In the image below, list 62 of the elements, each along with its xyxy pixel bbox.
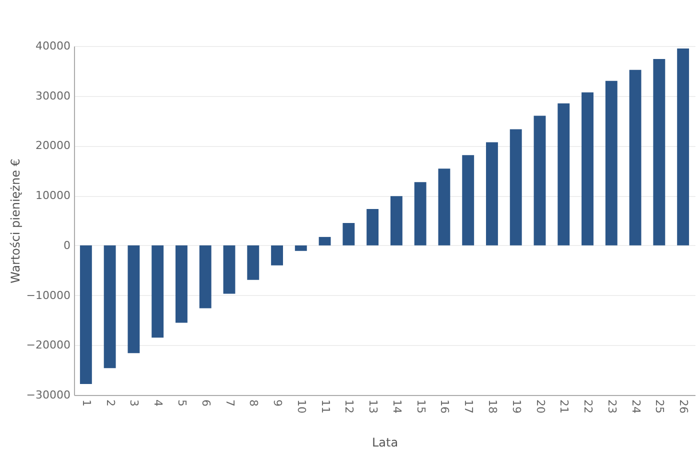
x-tick-label: 19 <box>510 400 523 414</box>
bar <box>318 236 331 246</box>
x-tick-label: 3 <box>128 400 141 406</box>
bar <box>677 48 690 246</box>
bar <box>104 245 116 368</box>
y-tick-label: 10000 <box>36 189 70 202</box>
bar <box>294 245 307 251</box>
x-tick-label: 4 <box>152 400 165 406</box>
x-tick-label: 16 <box>438 400 452 414</box>
y-tick-label: 0 <box>64 238 70 252</box>
bar <box>605 80 618 246</box>
x-tick-label: 11 <box>318 400 332 414</box>
x-tick-label: 18 <box>486 400 499 414</box>
y-tick-label: −20000 <box>26 338 70 352</box>
bar <box>558 103 570 246</box>
x-tick-label: 7 <box>223 400 236 406</box>
bar <box>176 245 188 323</box>
bar <box>199 245 212 308</box>
bar <box>247 245 260 280</box>
y-tick-label: 30000 <box>36 89 70 102</box>
bar <box>271 245 283 266</box>
bar <box>510 129 522 246</box>
bar <box>486 142 498 246</box>
bar <box>462 155 474 246</box>
x-tick-label: 2 <box>104 400 117 406</box>
x-tick-label: 9 <box>271 400 284 406</box>
x-tick-label: 1 <box>80 400 93 406</box>
x-tick-label: 13 <box>366 400 380 414</box>
y-tick-label: 20000 <box>36 139 70 152</box>
bar <box>629 70 642 246</box>
bar <box>128 245 140 354</box>
x-tick-label: 8 <box>247 400 260 406</box>
y-tick-label: 40000 <box>36 40 70 52</box>
x-tick-label: 20 <box>534 400 547 414</box>
x-tick-label: 10 <box>294 400 308 414</box>
x-axis-title: Lata <box>372 435 398 450</box>
x-tick-label: 25 <box>653 400 666 414</box>
x-tick-label: 6 <box>199 400 212 406</box>
bar <box>534 116 546 246</box>
x-tick-label: 21 <box>558 400 571 414</box>
bar <box>366 209 379 246</box>
x-tick-label: 23 <box>605 400 618 414</box>
y-tick-label: −30000 <box>26 388 70 402</box>
bar <box>390 196 402 246</box>
bar <box>438 168 450 246</box>
bar <box>223 245 236 294</box>
x-tick-label: 24 <box>629 400 642 414</box>
bar <box>582 92 594 246</box>
x-tick-label: 14 <box>390 400 404 414</box>
bar <box>653 58 666 246</box>
x-tick-label: 15 <box>414 400 428 414</box>
bar <box>342 222 355 246</box>
x-tick-label: 17 <box>462 400 476 414</box>
bar <box>414 182 426 246</box>
x-tick-label: 22 <box>582 400 595 414</box>
x-tick-label: 26 <box>677 400 690 414</box>
bar <box>152 245 164 338</box>
bar <box>80 245 92 384</box>
y-tick-label: −10000 <box>26 288 70 302</box>
x-tick-label: 5 <box>175 400 188 406</box>
y-axis-title: Wartości pieniężne € <box>8 158 22 284</box>
x-tick-label: 12 <box>342 400 356 414</box>
